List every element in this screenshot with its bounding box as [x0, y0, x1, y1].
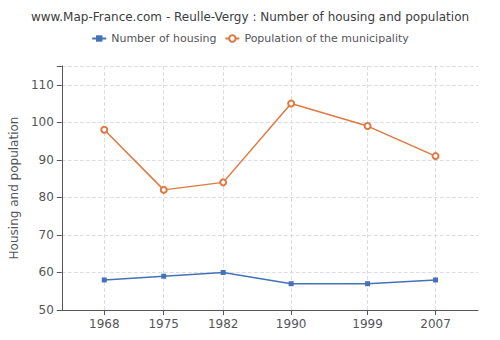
svg-text:Number of housing: Number of housing [111, 32, 216, 45]
svg-text:1999: 1999 [352, 317, 383, 331]
svg-text:Housing and population: Housing and population [7, 117, 21, 260]
svg-text:110: 110 [31, 78, 54, 92]
svg-text:1982: 1982 [208, 317, 239, 331]
svg-text:70: 70 [39, 228, 54, 242]
svg-text:2007: 2007 [420, 317, 451, 331]
svg-text:www.Map-France.com - Reulle-Ve: www.Map-France.com - Reulle-Vergy : Numb… [31, 10, 469, 24]
svg-text:100: 100 [31, 115, 54, 129]
svg-text:90: 90 [39, 153, 54, 167]
svg-text:80: 80 [39, 190, 54, 204]
svg-text:1975: 1975 [148, 317, 179, 331]
svg-text:60: 60 [39, 265, 54, 279]
svg-text:50: 50 [39, 303, 54, 317]
svg-text:1968: 1968 [89, 317, 120, 331]
svg-text:Population of the municipality: Population of the municipality [244, 32, 409, 45]
svg-text:1990: 1990 [276, 317, 307, 331]
